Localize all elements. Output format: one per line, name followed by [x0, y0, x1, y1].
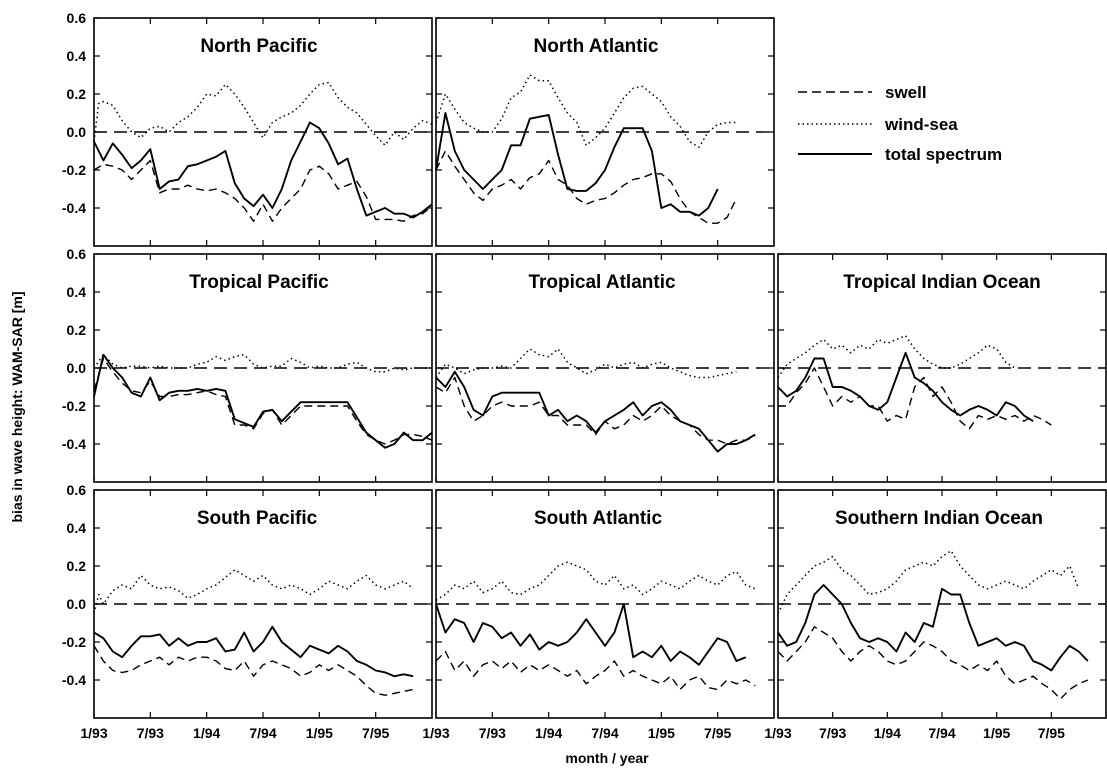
swell-series	[435, 650, 756, 691]
swell-series	[93, 159, 433, 222]
panel-tropical-pacific: 0.6 0.4 0.2 0.0 -0.2 -0.4 Tropical Pacific	[62, 246, 433, 483]
windsea-series	[93, 353, 432, 373]
x-tick-label: 1/93	[80, 725, 107, 741]
legend-total-label: total spectrum	[885, 145, 1002, 164]
x-tick-label: 1/94	[193, 725, 220, 741]
total-series	[777, 351, 1034, 423]
y-tick-label: 0.6	[67, 482, 87, 498]
panel-title: North Atlantic	[534, 36, 659, 57]
total-series	[435, 112, 719, 217]
total-series	[93, 625, 414, 678]
legend-windsea-label: wind-sea	[884, 115, 958, 134]
y-axis-title: bias in wave height: WAM-SAR [m]	[9, 291, 25, 522]
total-series	[777, 584, 1089, 672]
x-axis-title: month / year	[565, 750, 649, 766]
panel-south-atlantic: 1/93 7/93 1/94 7/94 1/95 7/95 South Atlantic	[422, 489, 775, 741]
x-tick-label: 1/94	[535, 725, 562, 741]
swell-series	[435, 376, 756, 445]
x-tick-label: 1/95	[648, 725, 675, 741]
y-tick-label: 0.2	[67, 86, 87, 102]
y-tick-label: 0.0	[67, 124, 87, 140]
y-tick-label: 0.6	[67, 10, 87, 26]
panel-title: Tropical Indian Ocean	[843, 272, 1040, 293]
panel-title: Tropical Pacific	[189, 272, 329, 293]
panel-title: Southern Indian Ocean	[835, 508, 1043, 529]
y-tick-label: -0.4	[62, 672, 86, 688]
y-tick-label: 0.0	[67, 360, 87, 376]
x-tick-label: 7/94	[928, 725, 955, 741]
panel-tropical-indian-ocean: Tropical Indian Ocean	[777, 253, 1107, 483]
panel-southern-indian-ocean: 1/93 7/93 1/94 7/94 1/95 7/95 Southern Indian …	[764, 489, 1107, 741]
swell-series	[93, 645, 414, 696]
total-series	[93, 353, 433, 449]
panel-north-pacific: 0.6 0.4 0.2 0.0 -0.2 -0.4 North Pacific	[62, 10, 433, 247]
y-tick-label: 0.2	[67, 322, 87, 338]
y-tick-label: 0.4	[67, 284, 87, 300]
x-tick-label: 1/93	[764, 725, 791, 741]
panel-title: Tropical Atlantic	[528, 272, 676, 293]
total-series	[93, 121, 433, 219]
windsea-series	[93, 569, 414, 614]
panel-north-atlantic: North Atlantic	[435, 17, 775, 247]
y-tick-label: -0.4	[62, 200, 86, 216]
windsea-series	[777, 550, 1080, 614]
y-tick-label: -0.2	[62, 162, 86, 178]
swell-series	[778, 367, 1052, 430]
panel-title: South Atlantic	[534, 508, 662, 529]
windsea-series	[435, 74, 737, 148]
windsea-series	[777, 334, 1016, 378]
panel-title: South Pacific	[197, 508, 318, 529]
x-tick-label: 7/95	[704, 725, 731, 741]
swell-series	[93, 357, 433, 445]
windsea-series	[435, 561, 756, 601]
x-tick-label: 7/93	[137, 725, 164, 741]
panel-title: North Pacific	[200, 36, 318, 57]
windsea-series	[435, 348, 737, 379]
y-tick-label: 0.0	[67, 596, 87, 612]
y-tick-label: 0.4	[67, 520, 87, 536]
swell-series	[777, 626, 1089, 700]
x-tick-label: 7/95	[1038, 725, 1065, 741]
x-tick-label: 7/94	[249, 725, 276, 741]
x-tick-label: 7/93	[479, 725, 506, 741]
swell-series	[435, 150, 738, 224]
x-tick-label: 1/95	[983, 725, 1010, 741]
panel-tropical-atlantic: Tropical Atlantic	[435, 253, 775, 483]
y-tick-label: 0.6	[67, 246, 87, 262]
y-tick-label: 0.2	[67, 558, 87, 574]
panel-south-pacific: 0.6 0.4 0.2 0.0 -0.2 -0.4 1/93 7/93 1/94 7/94 1/95…	[62, 482, 433, 741]
legend-swell-label: swell	[885, 83, 927, 102]
total-series	[435, 603, 747, 666]
panels-layer: 0.6 0.4 0.2 0.0 -0.2 -0.4 North Pacific North A…	[62, 10, 1107, 741]
y-tick-label: -0.4	[62, 436, 86, 452]
total-series	[435, 370, 756, 453]
y-tick-label: -0.2	[62, 398, 86, 414]
x-tick-label: 7/95	[362, 725, 389, 741]
x-tick-label: 7/94	[591, 725, 618, 741]
legend: swell wind-sea total spectrum	[798, 83, 1002, 164]
y-tick-label: 0.4	[67, 48, 87, 64]
x-tick-label: 1/93	[422, 725, 449, 741]
x-tick-label: 1/95	[306, 725, 333, 741]
y-tick-label: -0.2	[62, 634, 86, 650]
x-tick-label: 1/94	[874, 725, 901, 741]
x-tick-label: 7/93	[819, 725, 846, 741]
windsea-series	[93, 81, 433, 147]
